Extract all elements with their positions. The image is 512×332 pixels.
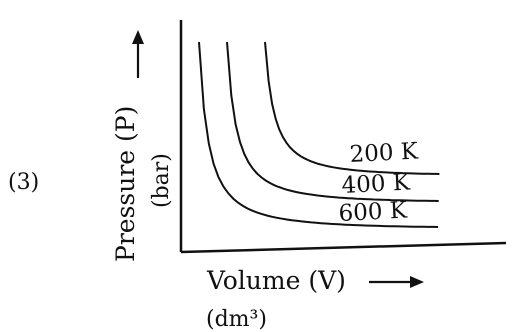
isotherm-curve-200k <box>264 41 440 175</box>
isotherm-curve-400k <box>226 41 439 202</box>
x-axis-label: Volume (V) <box>206 266 346 295</box>
series-label-600k: 600 K <box>338 197 408 227</box>
series-label-200k: 200 K <box>349 138 419 168</box>
x-axis-arrow-icon <box>369 276 424 288</box>
y-axis-arrow-icon <box>132 30 144 78</box>
isotherm-curve-600k <box>198 41 439 228</box>
option-label: (3) <box>8 170 39 195</box>
y-axis-label: Pressure (P) <box>111 106 140 262</box>
x-axis <box>180 241 507 254</box>
series-label-400k: 400 K <box>341 169 411 199</box>
y-axis-unit: (bar) <box>149 153 174 208</box>
isotherm-curves <box>198 41 440 228</box>
x-axis-unit: (dm³) <box>206 307 267 332</box>
